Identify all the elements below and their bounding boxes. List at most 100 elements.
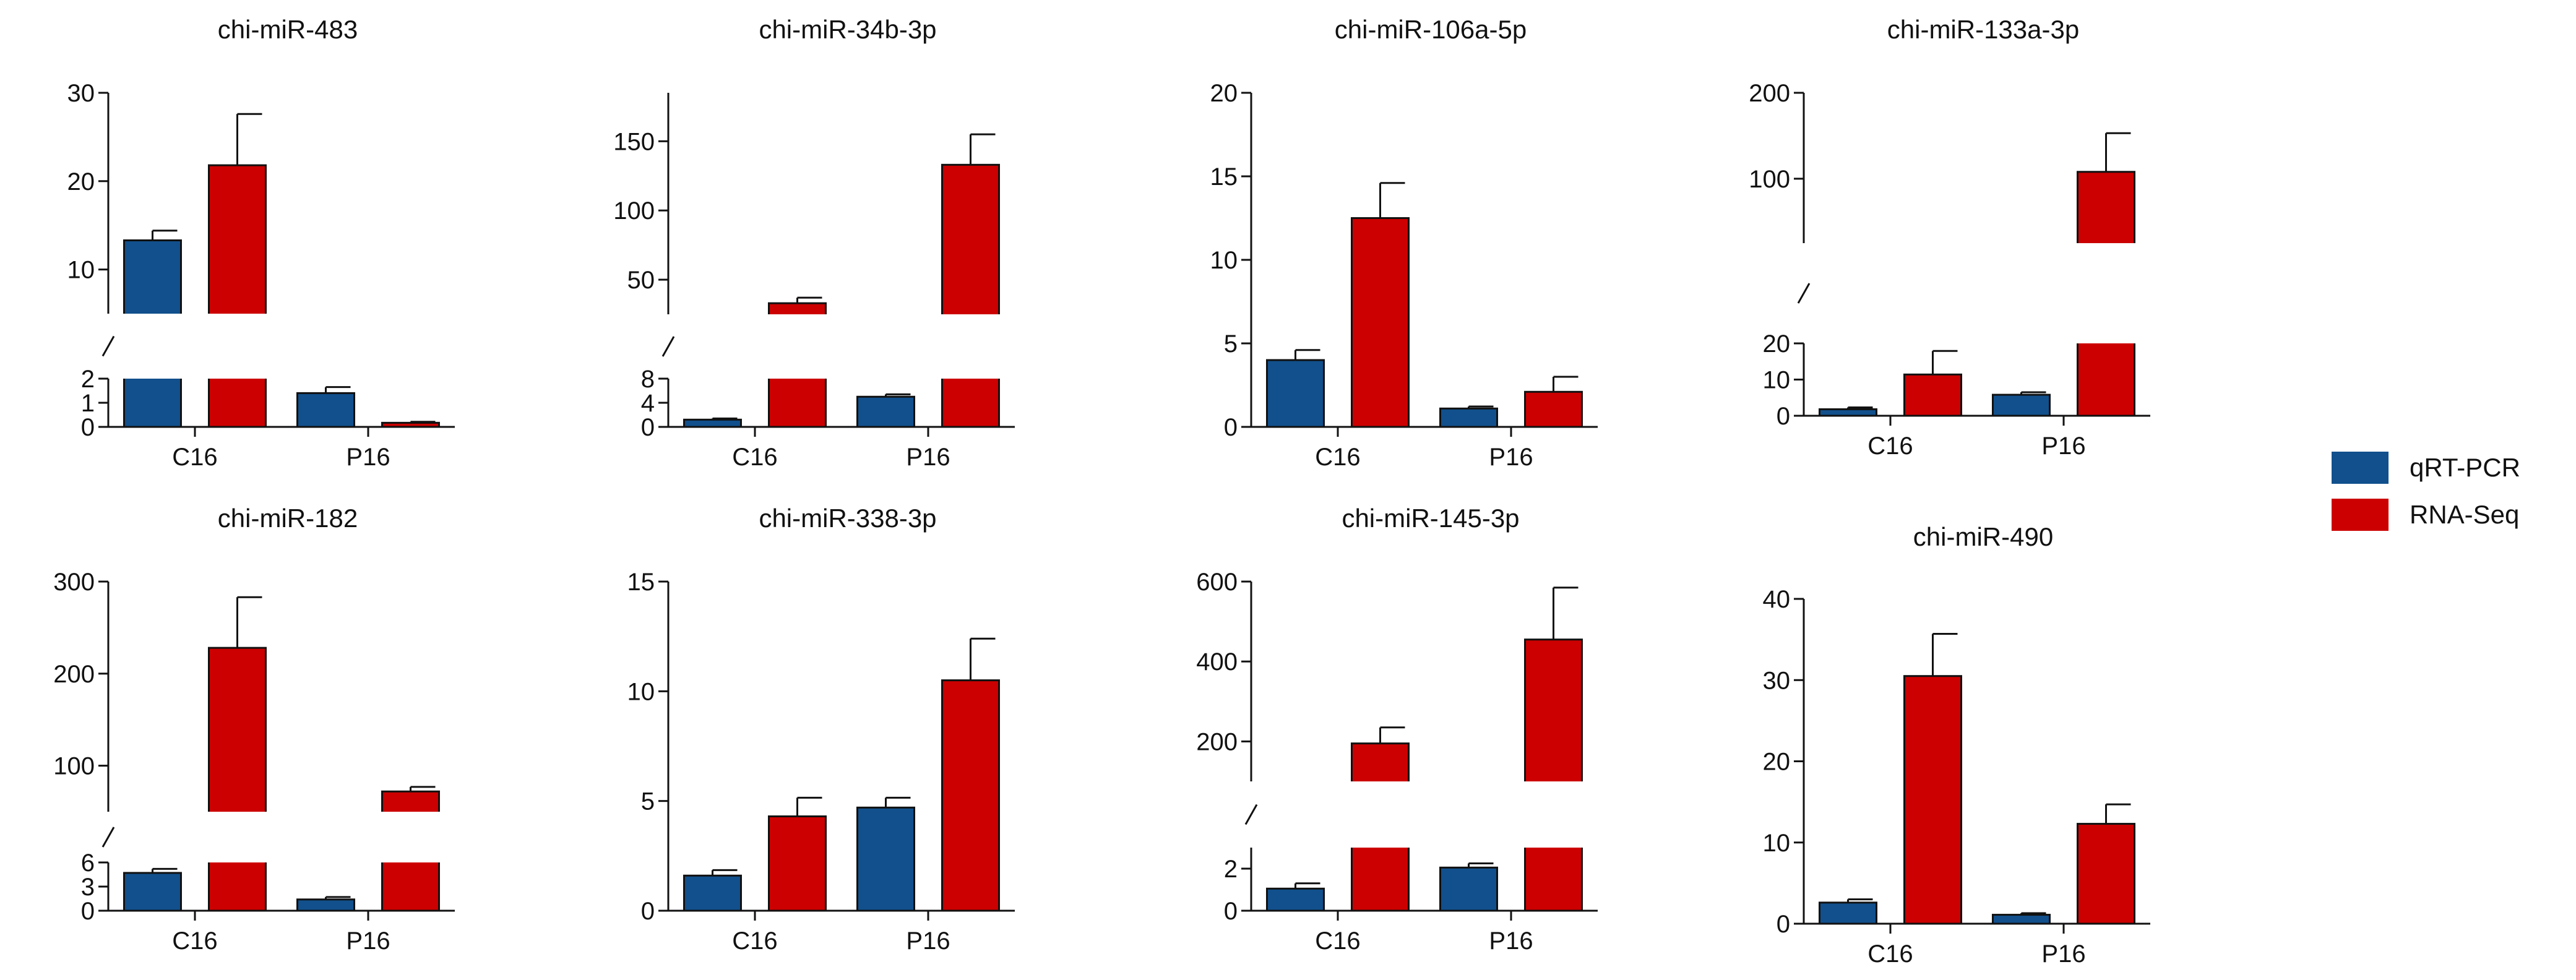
chart-title: chi-miR-483 (218, 15, 358, 44)
y-tick-label: 50 (627, 267, 655, 294)
x-tick-label: C16 (172, 927, 217, 955)
bar-break-band (122, 314, 183, 379)
y-tick-label: 1 (81, 390, 95, 417)
y-tick-label: 20 (1763, 749, 1791, 776)
bar-qrt-pcr (123, 872, 182, 912)
chart-title: chi-miR-34b-3p (759, 15, 936, 44)
chart-title: chi-miR-490 (1913, 522, 2053, 551)
bar-qrt-pcr (1439, 407, 1498, 428)
bar-rna-seq (1524, 638, 1583, 912)
y-tick-label: 10 (627, 678, 655, 705)
x-tick-label: P16 (2041, 432, 2085, 460)
y-tick-label: 0 (1224, 414, 1238, 441)
chart-panel: chi-miR-182 036 100 200 300 C16 P16 (53, 504, 455, 955)
y-tick-label: 20 (1210, 80, 1238, 107)
x-tick-label: P16 (2041, 940, 2085, 968)
x-tick-label: P16 (1489, 444, 1533, 471)
x-tick-label: C16 (1315, 927, 1360, 955)
y-tick-label: 15 (1210, 163, 1238, 191)
chart-panel: chi-miR-338-3p 0 5 10 15 C16 P16 (627, 504, 1015, 955)
x-tick-label: C16 (172, 444, 217, 471)
bar-rna-seq (1903, 675, 1962, 925)
bar-rna-seq (2077, 823, 2135, 925)
bar-break-band (2075, 243, 2137, 343)
y-tick-label: 10 (1763, 367, 1791, 394)
y-tick-label: 400 (1196, 648, 1238, 676)
bar-qrt-pcr (296, 898, 355, 912)
bar-qrt-pcr (1819, 901, 1877, 925)
y-tick-label: 300 (53, 569, 95, 596)
bar-rna-seq (941, 679, 1000, 912)
chart-panel: chi-miR-106a-5p 0 5 10 15 20 C16 P16 (1210, 15, 1598, 471)
bar-rna-seq (208, 647, 267, 912)
chart-title: chi-miR-182 (218, 504, 358, 533)
y-tick-label: 0 (81, 414, 95, 441)
legend-label-qrt-pcr: qRT-PCR (2410, 453, 2520, 482)
chart-title: chi-miR-106a-5p (1335, 15, 1527, 44)
bar-break-band (1350, 781, 1411, 848)
legend-swatch-rna-seq (2332, 499, 2389, 531)
y-tick-label: 200 (1749, 80, 1790, 107)
y-tick-label: 0 (81, 898, 95, 925)
bar-qrt-pcr (296, 392, 355, 428)
legend-swatch-qrt-pcr (2332, 452, 2389, 484)
bar-rna-seq (1903, 373, 1962, 417)
y-tick-label: 2 (81, 366, 95, 393)
y-tick-label: 100 (1749, 166, 1790, 193)
bar-rna-seq (381, 421, 440, 428)
axis-break-mark (661, 336, 675, 357)
bar-rna-seq (768, 815, 827, 912)
axis-break-mark (1797, 283, 1811, 304)
y-tick-label: 200 (53, 661, 95, 688)
bar-break-band (1523, 781, 1584, 848)
chart-title: chi-miR-133a-3p (1887, 15, 2079, 44)
x-tick-label: C16 (1867, 940, 1913, 968)
y-tick-label: 8 (641, 366, 655, 393)
legend-label-rna-seq: RNA-Seq (2410, 500, 2519, 529)
y-tick-label: 20 (1763, 330, 1791, 358)
bar-break-band (380, 812, 441, 862)
bar-qrt-pcr (1266, 887, 1325, 912)
x-tick-label: C16 (732, 927, 777, 955)
y-tick-label: 15 (627, 569, 655, 596)
bar-rna-seq (1524, 390, 1583, 428)
bar-qrt-pcr (1992, 393, 2051, 417)
y-tick-label: 600 (1196, 569, 1238, 596)
y-tick-label: 10 (67, 257, 95, 284)
y-tick-label: 10 (1763, 830, 1791, 857)
axis-break-mark (101, 827, 115, 848)
bar-break-band (207, 314, 268, 379)
y-tick-label: 150 (613, 128, 655, 155)
chart-panel: chi-miR-490 0 10 20 30 40 C16 P16 (1763, 522, 2150, 968)
y-tick-label: 0 (1777, 911, 1790, 938)
y-tick-label: 0 (641, 898, 655, 925)
y-tick-label: 0 (1777, 403, 1790, 430)
axis-break-mark (1244, 804, 1258, 825)
bar-break-band (940, 314, 1001, 379)
bar-rna-seq (208, 164, 267, 428)
chart-panel: chi-miR-145-3p 0 2 200 400 600 C16 P16 (1196, 504, 1598, 955)
chart-title: chi-miR-145-3p (1342, 504, 1519, 533)
y-tick-label: 100 (53, 753, 95, 780)
chart-title: chi-miR-338-3p (759, 504, 936, 533)
x-tick-label: P16 (346, 444, 390, 471)
y-tick-label: 30 (67, 80, 95, 107)
bar-break-band (207, 812, 268, 862)
bar-qrt-pcr (1992, 914, 2051, 925)
y-tick-label: 3 (81, 874, 95, 901)
y-tick-label: 2 (1224, 856, 1238, 883)
x-tick-label: P16 (906, 927, 950, 955)
y-tick-label: 200 (1196, 728, 1238, 755)
y-tick-label: 5 (1224, 330, 1238, 358)
y-tick-label: 5 (641, 788, 655, 815)
bar-qrt-pcr (683, 874, 742, 912)
legend: qRT-PCR RNA-Seq (2332, 452, 2520, 531)
bar-qrt-pcr (1819, 408, 1877, 417)
bar-qrt-pcr (1439, 866, 1498, 912)
chart-panel: chi-miR-133a-3p 0 10 20 100 200 C16 P16 (1749, 15, 2150, 460)
y-tick-label: 6 (81, 849, 95, 877)
bar-break-band (767, 314, 828, 379)
bar-qrt-pcr (1266, 359, 1325, 428)
